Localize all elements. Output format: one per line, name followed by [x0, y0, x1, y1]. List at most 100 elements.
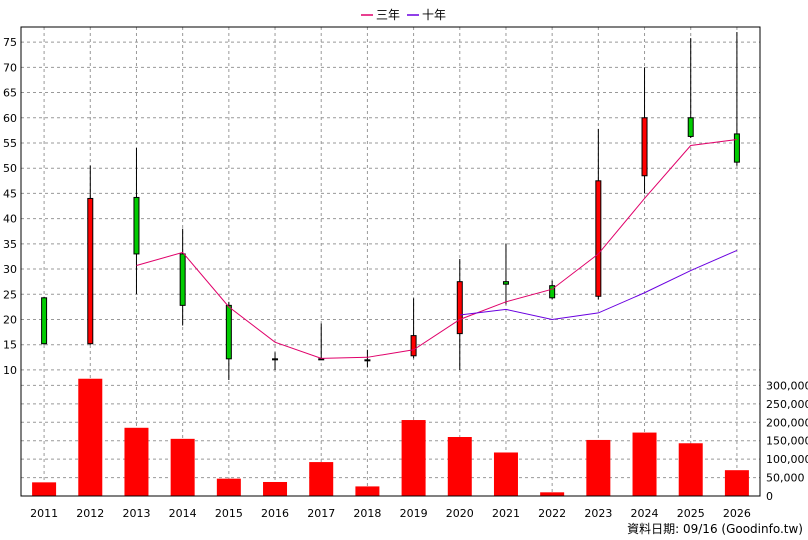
volume-tick-label: 150,000 — [766, 435, 808, 448]
price-tick-label: 45 — [3, 187, 17, 200]
x-tick-label: 2013 — [122, 507, 150, 520]
legend-item: 十年 — [407, 8, 446, 22]
candle-body — [687, 117, 694, 137]
volume-axis-ticks: 0 50,000 100,000 150,000 200,000 250,000 300,0… — [766, 379, 808, 503]
volume-bar — [401, 420, 426, 496]
footer-date-text: 資料日期: 09/16 (Goodinfo.tw) — [627, 522, 803, 536]
candle-body — [364, 359, 371, 362]
price-tick-label: 20 — [3, 313, 17, 326]
price-tick-label: 15 — [3, 339, 17, 352]
x-axis-ticks: 2011 2012 2013 2014 2015 2016 2017 2018 2019 2020… — [30, 507, 751, 520]
candles — [41, 32, 740, 380]
legend-item: 三年 — [361, 8, 400, 22]
candle-body — [502, 281, 509, 285]
x-tick-label: 2022 — [538, 507, 566, 520]
legend-label: 三年 — [376, 8, 400, 22]
x-tick-label: 2020 — [446, 507, 474, 520]
candle — [549, 280, 556, 300]
volume-bar — [124, 427, 149, 496]
volume-bar — [263, 481, 288, 496]
x-tick-label: 2018 — [353, 507, 381, 520]
candle — [179, 228, 186, 326]
candle-body — [225, 304, 232, 360]
x-tick-label: 2021 — [492, 507, 520, 520]
x-tick-label: 2019 — [400, 507, 428, 520]
volume-tick-label: 300,000 — [766, 379, 808, 392]
candle — [595, 128, 602, 300]
candle-body — [595, 180, 602, 297]
x-tick-label: 2026 — [723, 507, 751, 520]
price-tick-label: 65 — [3, 87, 17, 100]
candle — [41, 296, 48, 345]
series-line — [459, 249, 738, 320]
x-tick-label: 2015 — [215, 507, 243, 520]
candle-body — [733, 133, 740, 163]
volume-bar — [540, 492, 565, 496]
candle-body — [549, 285, 556, 299]
candle — [272, 352, 279, 370]
candle — [456, 258, 463, 370]
price-axis-ticks: 10 15 20 25 30 35 40 45 50 55 60 65 70 75 — [3, 36, 17, 377]
volume-bar — [216, 478, 241, 496]
volume-bar — [493, 452, 518, 496]
candle — [641, 67, 648, 194]
price-tick-label: 70 — [3, 61, 17, 74]
volume-tick-label: 200,000 — [766, 416, 808, 429]
candle-body — [87, 197, 94, 345]
volume-bar — [678, 443, 703, 496]
x-tick-label: 2012 — [76, 507, 104, 520]
x-tick-label: 2016 — [261, 507, 289, 520]
volume-tick-label: 250,000 — [766, 398, 808, 411]
candle — [133, 148, 140, 295]
plot-frame — [20, 26, 761, 497]
candle-body — [410, 335, 417, 357]
volume-bars — [32, 378, 749, 496]
volume-bar — [32, 482, 57, 496]
price-tick-label: 25 — [3, 288, 17, 301]
legend-label: 十年 — [422, 8, 446, 22]
price-tick-label: 50 — [3, 162, 17, 175]
chart-legend: 三年 十年 — [361, 8, 446, 22]
price-tick-label: 30 — [3, 263, 17, 276]
candle-body — [641, 117, 648, 177]
price-tick-label: 55 — [3, 137, 17, 150]
volume-bar — [355, 486, 380, 496]
x-tick-label: 2014 — [169, 507, 197, 520]
x-tick-label: 2024 — [631, 507, 659, 520]
candle — [318, 323, 325, 361]
candle-body — [318, 358, 325, 361]
price-tick-label: 75 — [3, 36, 17, 49]
candle-body — [41, 297, 48, 345]
volume-tick-label: 0 — [766, 490, 773, 503]
series-line — [136, 138, 737, 359]
x-tick-label: 2025 — [677, 507, 705, 520]
candle — [87, 165, 94, 345]
volume-bar — [586, 439, 611, 496]
volume-bar — [632, 432, 657, 496]
candle — [364, 349, 371, 368]
volume-tick-label: 100,000 — [766, 453, 808, 466]
candle — [225, 301, 232, 380]
price-tick-label: 40 — [3, 213, 17, 226]
moving-average-lines — [136, 138, 738, 359]
candle-body — [179, 253, 186, 306]
x-tick-label: 2017 — [307, 507, 335, 520]
candle-body — [456, 281, 463, 335]
price-tick-label: 35 — [3, 238, 17, 251]
candle-body — [272, 358, 279, 361]
candle — [410, 298, 417, 359]
volume-bar — [724, 470, 749, 496]
candle — [733, 32, 740, 166]
volume-bar — [170, 438, 195, 496]
candle — [502, 243, 509, 305]
price-tick-label: 60 — [3, 112, 17, 125]
volume-tick-label: 50,000 — [766, 472, 805, 485]
candle — [687, 38, 694, 138]
x-tick-label: 2011 — [30, 507, 58, 520]
candle-body — [133, 196, 140, 255]
grid-lines — [21, 27, 760, 496]
volume-bar — [78, 378, 103, 496]
x-tick-label: 2023 — [584, 507, 612, 520]
